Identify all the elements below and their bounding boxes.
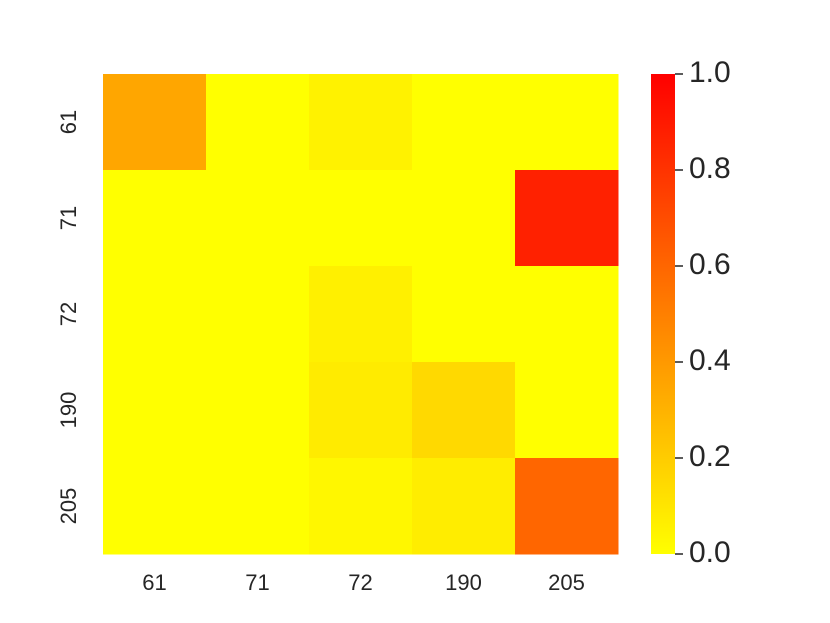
- heatmap-cell: [206, 266, 310, 363]
- heatmap-cell: [206, 170, 310, 267]
- x-tick-label: 205: [548, 570, 585, 595]
- heatmap-cell: [412, 170, 516, 267]
- x-tick-label: 72: [348, 570, 372, 595]
- heatmap-cell: [103, 362, 207, 459]
- colorbar-tick-label: 1.0: [689, 56, 731, 89]
- heatmap-cell: [103, 266, 207, 363]
- heatmap-cell: [103, 458, 207, 555]
- heatmap-cell: [412, 362, 516, 459]
- heatmap-cell: [309, 458, 413, 555]
- y-tick-label: 72: [56, 302, 81, 326]
- colorbar-tick-label: 0.8: [689, 152, 731, 185]
- heatmap-cell: [206, 74, 310, 171]
- y-tick-label: 190: [56, 392, 81, 429]
- colorbar-tick-label: 0.2: [689, 440, 731, 473]
- colorbar-tick-label: 0.4: [689, 344, 731, 377]
- heatmap-cell: [515, 362, 619, 459]
- x-tick-label: 71: [245, 570, 269, 595]
- heatmap-cell: [515, 74, 619, 171]
- colorbar-tick-label: 0.6: [689, 248, 731, 281]
- heatmap-cell: [412, 266, 516, 363]
- colorbar: [651, 74, 675, 554]
- heatmap-cell: [515, 458, 619, 555]
- heatmap-cell: [103, 170, 207, 267]
- heatmap-cell: [309, 74, 413, 171]
- y-tick-label: 205: [56, 488, 81, 525]
- heatmap-cell: [515, 170, 619, 267]
- colorbar-tick-label: 0.0: [689, 536, 731, 569]
- heatmap-cell: [206, 362, 310, 459]
- heatmap-cell: [309, 266, 413, 363]
- heatmap-cell: [206, 458, 310, 555]
- heatmap-cell: [412, 74, 516, 171]
- y-tick-label: 71: [56, 206, 81, 230]
- heatmap-cell: [103, 74, 207, 171]
- y-tick-label: 61: [56, 110, 81, 134]
- heatmap-cell: [412, 458, 516, 555]
- x-tick-label: 61: [142, 570, 166, 595]
- x-tick-label: 190: [445, 570, 482, 595]
- heatmap-cell: [309, 170, 413, 267]
- heatmap-cell: [515, 266, 619, 363]
- heatmap-cell: [309, 362, 413, 459]
